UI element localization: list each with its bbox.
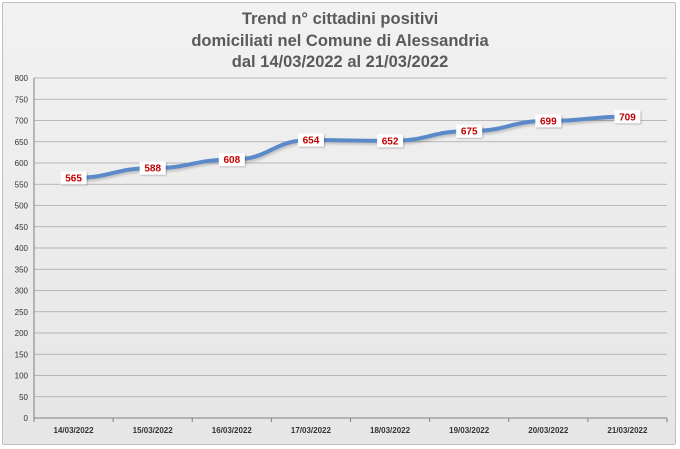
data-label-group: 608 <box>218 153 245 167</box>
x-tick-label: 19/03/2022 <box>449 426 490 435</box>
data-label-group: 709 <box>614 110 641 124</box>
x-tick-label: 16/03/2022 <box>212 426 253 435</box>
data-label-group: 675 <box>456 124 483 138</box>
data-label: 654 <box>303 136 320 147</box>
data-label-group: 652 <box>377 134 404 148</box>
y-tick-label: 550 <box>15 180 29 189</box>
y-tick-label: 200 <box>15 329 29 338</box>
data-label: 675 <box>461 127 478 138</box>
chart-title-line-2: domiciliati nel Comune di Alessandria <box>191 32 489 50</box>
data-label-box <box>218 153 245 167</box>
data-label-box <box>614 110 641 124</box>
y-tick-label: 0 <box>24 414 29 423</box>
data-label-box <box>377 134 404 148</box>
data-label-box <box>535 114 562 128</box>
data-label: 565 <box>65 173 82 184</box>
y-tick-label: 800 <box>15 74 29 83</box>
y-tick-label: 700 <box>15 117 29 126</box>
y-tick-label: 500 <box>15 202 29 211</box>
data-label: 652 <box>382 137 399 148</box>
data-label: 608 <box>223 155 240 166</box>
chart-area <box>2 2 676 445</box>
data-label-group: 699 <box>535 114 562 128</box>
x-tick-label: 15/03/2022 <box>133 426 174 435</box>
y-tick-label: 650 <box>15 138 29 147</box>
data-label: 709 <box>619 112 636 123</box>
y-tick-label: 100 <box>15 372 29 381</box>
chart-title-line-3: dal 14/03/2022 al 21/03/2022 <box>231 53 449 71</box>
y-tick-label: 50 <box>19 393 28 402</box>
x-tick-label: 14/03/2022 <box>54 426 95 435</box>
y-tick-label: 400 <box>15 244 29 253</box>
y-tick-label: 300 <box>15 287 29 296</box>
x-tick-label: 18/03/2022 <box>370 426 411 435</box>
y-tick-label: 150 <box>15 350 29 359</box>
data-label: 699 <box>540 117 557 128</box>
data-label-box <box>139 161 166 175</box>
data-label-group: 588 <box>139 161 166 175</box>
y-tick-label: 250 <box>15 308 29 317</box>
data-label-box <box>297 133 324 147</box>
x-tick-label: 20/03/2022 <box>528 426 569 435</box>
data-label: 588 <box>144 164 161 175</box>
x-tick-label: 21/03/2022 <box>607 426 648 435</box>
data-label-group: 565 <box>60 171 87 185</box>
y-tick-label: 450 <box>15 223 29 232</box>
data-label-group: 654 <box>297 133 324 147</box>
x-tick-label: 17/03/2022 <box>291 426 332 435</box>
data-label-box <box>60 171 87 185</box>
y-tick-label: 750 <box>15 95 29 104</box>
chart-title-line-1: Trend n° cittadini positivi <box>241 10 439 28</box>
y-tick-label: 600 <box>15 159 29 168</box>
y-tick-label: 350 <box>15 265 29 274</box>
data-label-box <box>456 124 483 138</box>
